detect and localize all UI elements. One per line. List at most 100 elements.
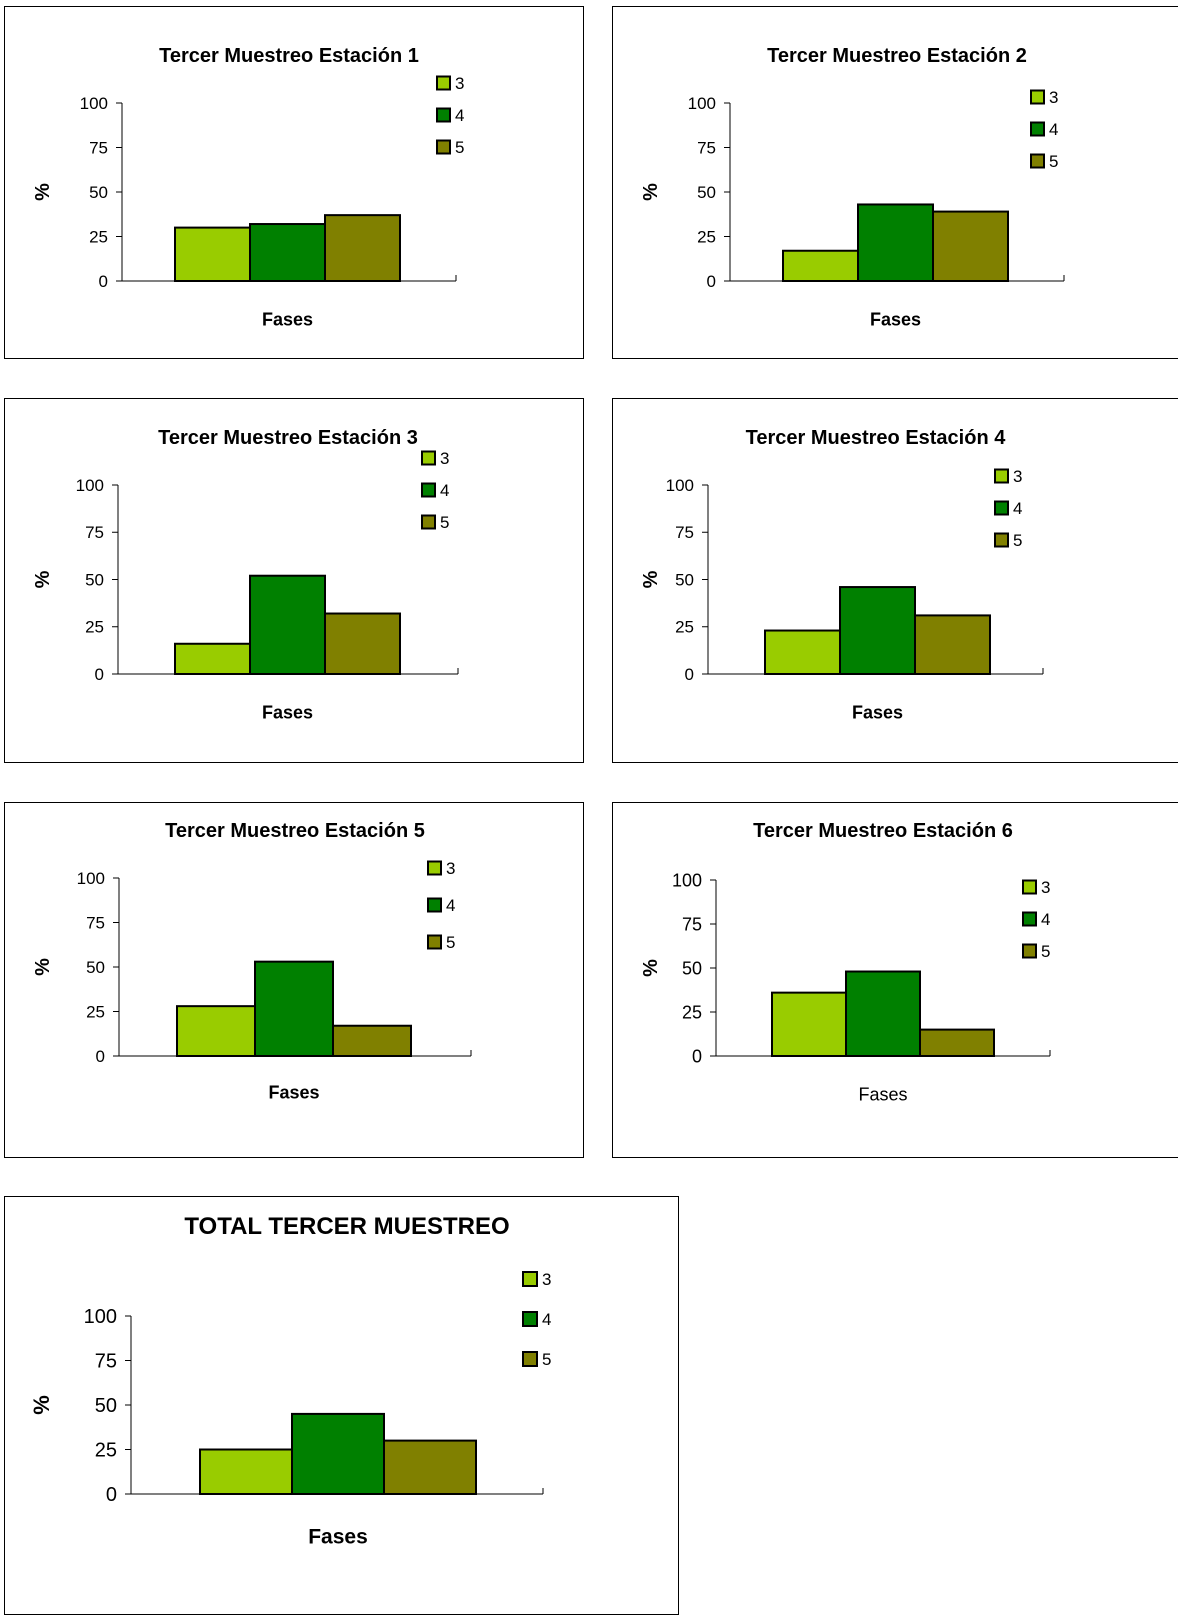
legend-swatch-fase-5: [436, 139, 451, 155]
x-axis-label: Fases: [268, 1082, 319, 1102]
legend-swatch-fase-5: [427, 934, 442, 950]
bar-fase-5: [914, 614, 991, 676]
y-tick-label: 50: [86, 958, 105, 977]
bar-fase-3: [174, 642, 251, 675]
bar-fase-3: [771, 991, 847, 1057]
y-tick-label: 100: [84, 1306, 117, 1328]
y-tick-label: 0: [96, 1047, 105, 1066]
legend-label-fase-3: 3: [1049, 88, 1058, 107]
legend-label-fase-3: 3: [446, 859, 455, 878]
y-tick-label: 25: [89, 227, 108, 246]
legend-label-fase-4: 4: [1013, 499, 1022, 518]
legend-swatch-fase-3: [522, 1271, 538, 1287]
x-axis-label: Fases: [852, 702, 903, 722]
legend-label-fase-3: 3: [542, 1270, 551, 1289]
legend-swatch-fase-4: [427, 897, 442, 913]
chart-title: Tercer Muestreo Estación 5: [165, 820, 425, 842]
bar-fase-3: [782, 249, 859, 283]
legend-label-fase-5: 5: [455, 138, 464, 157]
y-axis-label: %: [29, 1395, 54, 1415]
y-axis-label: %: [640, 183, 662, 201]
legend-swatch-fase-3: [436, 75, 451, 91]
legend-label-fase-4: 4: [542, 1310, 551, 1329]
y-tick-label: 25: [85, 618, 104, 637]
y-tick-label: 25: [682, 1002, 702, 1022]
chart-svg: Tercer Muestreo Estación 6 0 25 50 75 100% Fas…: [640, 820, 1051, 1104]
bar-fase-3: [764, 629, 841, 675]
chart-title: Tercer Muestreo Estación 4: [746, 427, 1007, 449]
y-tick-label: 100: [77, 869, 105, 888]
legend-swatch-fase-4: [994, 500, 1009, 516]
chart-panel-estacion-4: Tercer Muestreo Estación 4 0 25 50 75 100% Fas…: [612, 398, 1178, 763]
legend-swatch-fase-4: [1022, 911, 1037, 927]
bar-fase-4: [249, 223, 326, 282]
y-tick-label: 75: [675, 523, 694, 542]
chart-svg: TOTAL TERCER MUESTREO 0 25 50 75 100% Fases 3 4 5: [29, 1213, 551, 1548]
legend-swatch-fase-4: [436, 107, 451, 123]
bar-fase-5: [919, 1028, 995, 1058]
legend-swatch-fase-3: [427, 860, 442, 876]
legend-swatch-fase-4: [522, 1311, 538, 1327]
legend-swatch-fase-3: [421, 450, 436, 466]
x-axis-label: Fases: [858, 1084, 907, 1104]
chart-title: TOTAL TERCER MUESTREO: [184, 1213, 509, 1240]
bar-fase-3: [199, 1448, 293, 1495]
y-axis-label: %: [32, 183, 54, 201]
legend-label-fase-5: 5: [1013, 531, 1022, 550]
legend-label-fase-5: 5: [440, 513, 449, 532]
y-tick-label: 75: [697, 138, 716, 157]
legend-label-fase-5: 5: [1041, 942, 1050, 961]
y-tick-label: 100: [76, 476, 104, 495]
legend-label-fase-3: 3: [455, 74, 464, 93]
legend-swatch-fase-4: [421, 482, 436, 498]
chart-svg: Tercer Muestreo Estación 5 0 25 50 75 100% Fas…: [32, 820, 472, 1102]
bar-fase-5: [383, 1439, 477, 1496]
y-tick-label: 75: [86, 913, 105, 932]
y-tick-label: 100: [666, 476, 694, 495]
chart-panel-estacion-5: Tercer Muestreo Estación 5 0 25 50 75 100% Fas…: [4, 802, 584, 1158]
y-axis-label: %: [32, 570, 54, 588]
legend-label-fase-3: 3: [1041, 878, 1050, 897]
bar-fase-4: [254, 960, 334, 1057]
legend-label-fase-3: 3: [1013, 467, 1022, 486]
bar-fase-4: [291, 1412, 385, 1495]
y-tick-label: 25: [675, 618, 694, 637]
chart-svg: Tercer Muestreo Estación 1 0 25 50 75 100% Fas…: [32, 45, 464, 329]
legend-swatch-fase-3: [994, 468, 1009, 484]
x-axis-label: Fases: [262, 702, 313, 722]
y-tick-label: 50: [85, 570, 104, 589]
legend-swatch-fase-5: [1030, 153, 1045, 169]
bar-fase-5: [932, 210, 1009, 282]
y-tick-label: 25: [697, 227, 716, 246]
chart-panel-estacion-6: Tercer Muestreo Estación 6 0 25 50 75 100% Fas…: [612, 802, 1178, 1158]
y-tick-label: 25: [86, 1002, 105, 1021]
y-axis-label: %: [640, 570, 662, 588]
y-axis-label: %: [32, 958, 54, 976]
legend-label-fase-4: 4: [455, 106, 464, 125]
y-tick-label: 50: [682, 958, 702, 978]
chart-panel-estacion-3: Tercer Muestreo Estación 3 0 25 50 75 100% Fas…: [4, 398, 584, 763]
bar-fase-4: [845, 970, 921, 1058]
legend-swatch-fase-5: [522, 1351, 538, 1367]
legend-label-fase-5: 5: [1049, 152, 1058, 171]
y-tick-label: 75: [85, 523, 104, 542]
y-tick-label: 75: [89, 138, 108, 157]
legend-swatch-fase-5: [1022, 943, 1037, 959]
y-tick-label: 0: [692, 1046, 702, 1066]
legend-label-fase-3: 3: [440, 449, 449, 468]
chart-title: Tercer Muestreo Estación 2: [767, 45, 1027, 67]
bar-fase-5: [332, 1024, 412, 1058]
x-axis-label: Fases: [308, 1525, 368, 1548]
bar-fase-5: [324, 214, 401, 282]
y-tick-label: 0: [685, 665, 694, 684]
y-tick-label: 0: [106, 1484, 117, 1506]
y-tick-label: 100: [80, 94, 108, 113]
chart-panel-estacion-1: Tercer Muestreo Estación 1 0 25 50 75 100% Fas…: [4, 6, 584, 359]
legend-label-fase-5: 5: [542, 1350, 551, 1369]
bar-fase-4: [839, 586, 916, 675]
x-axis-label: Fases: [870, 309, 921, 329]
legend-swatch-fase-4: [1030, 121, 1045, 137]
y-tick-label: 50: [697, 183, 716, 202]
chart-panel-total: TOTAL TERCER MUESTREO 0 25 50 75 100% Fases 3 4 5: [4, 1196, 679, 1615]
bar-fase-4: [249, 574, 326, 675]
